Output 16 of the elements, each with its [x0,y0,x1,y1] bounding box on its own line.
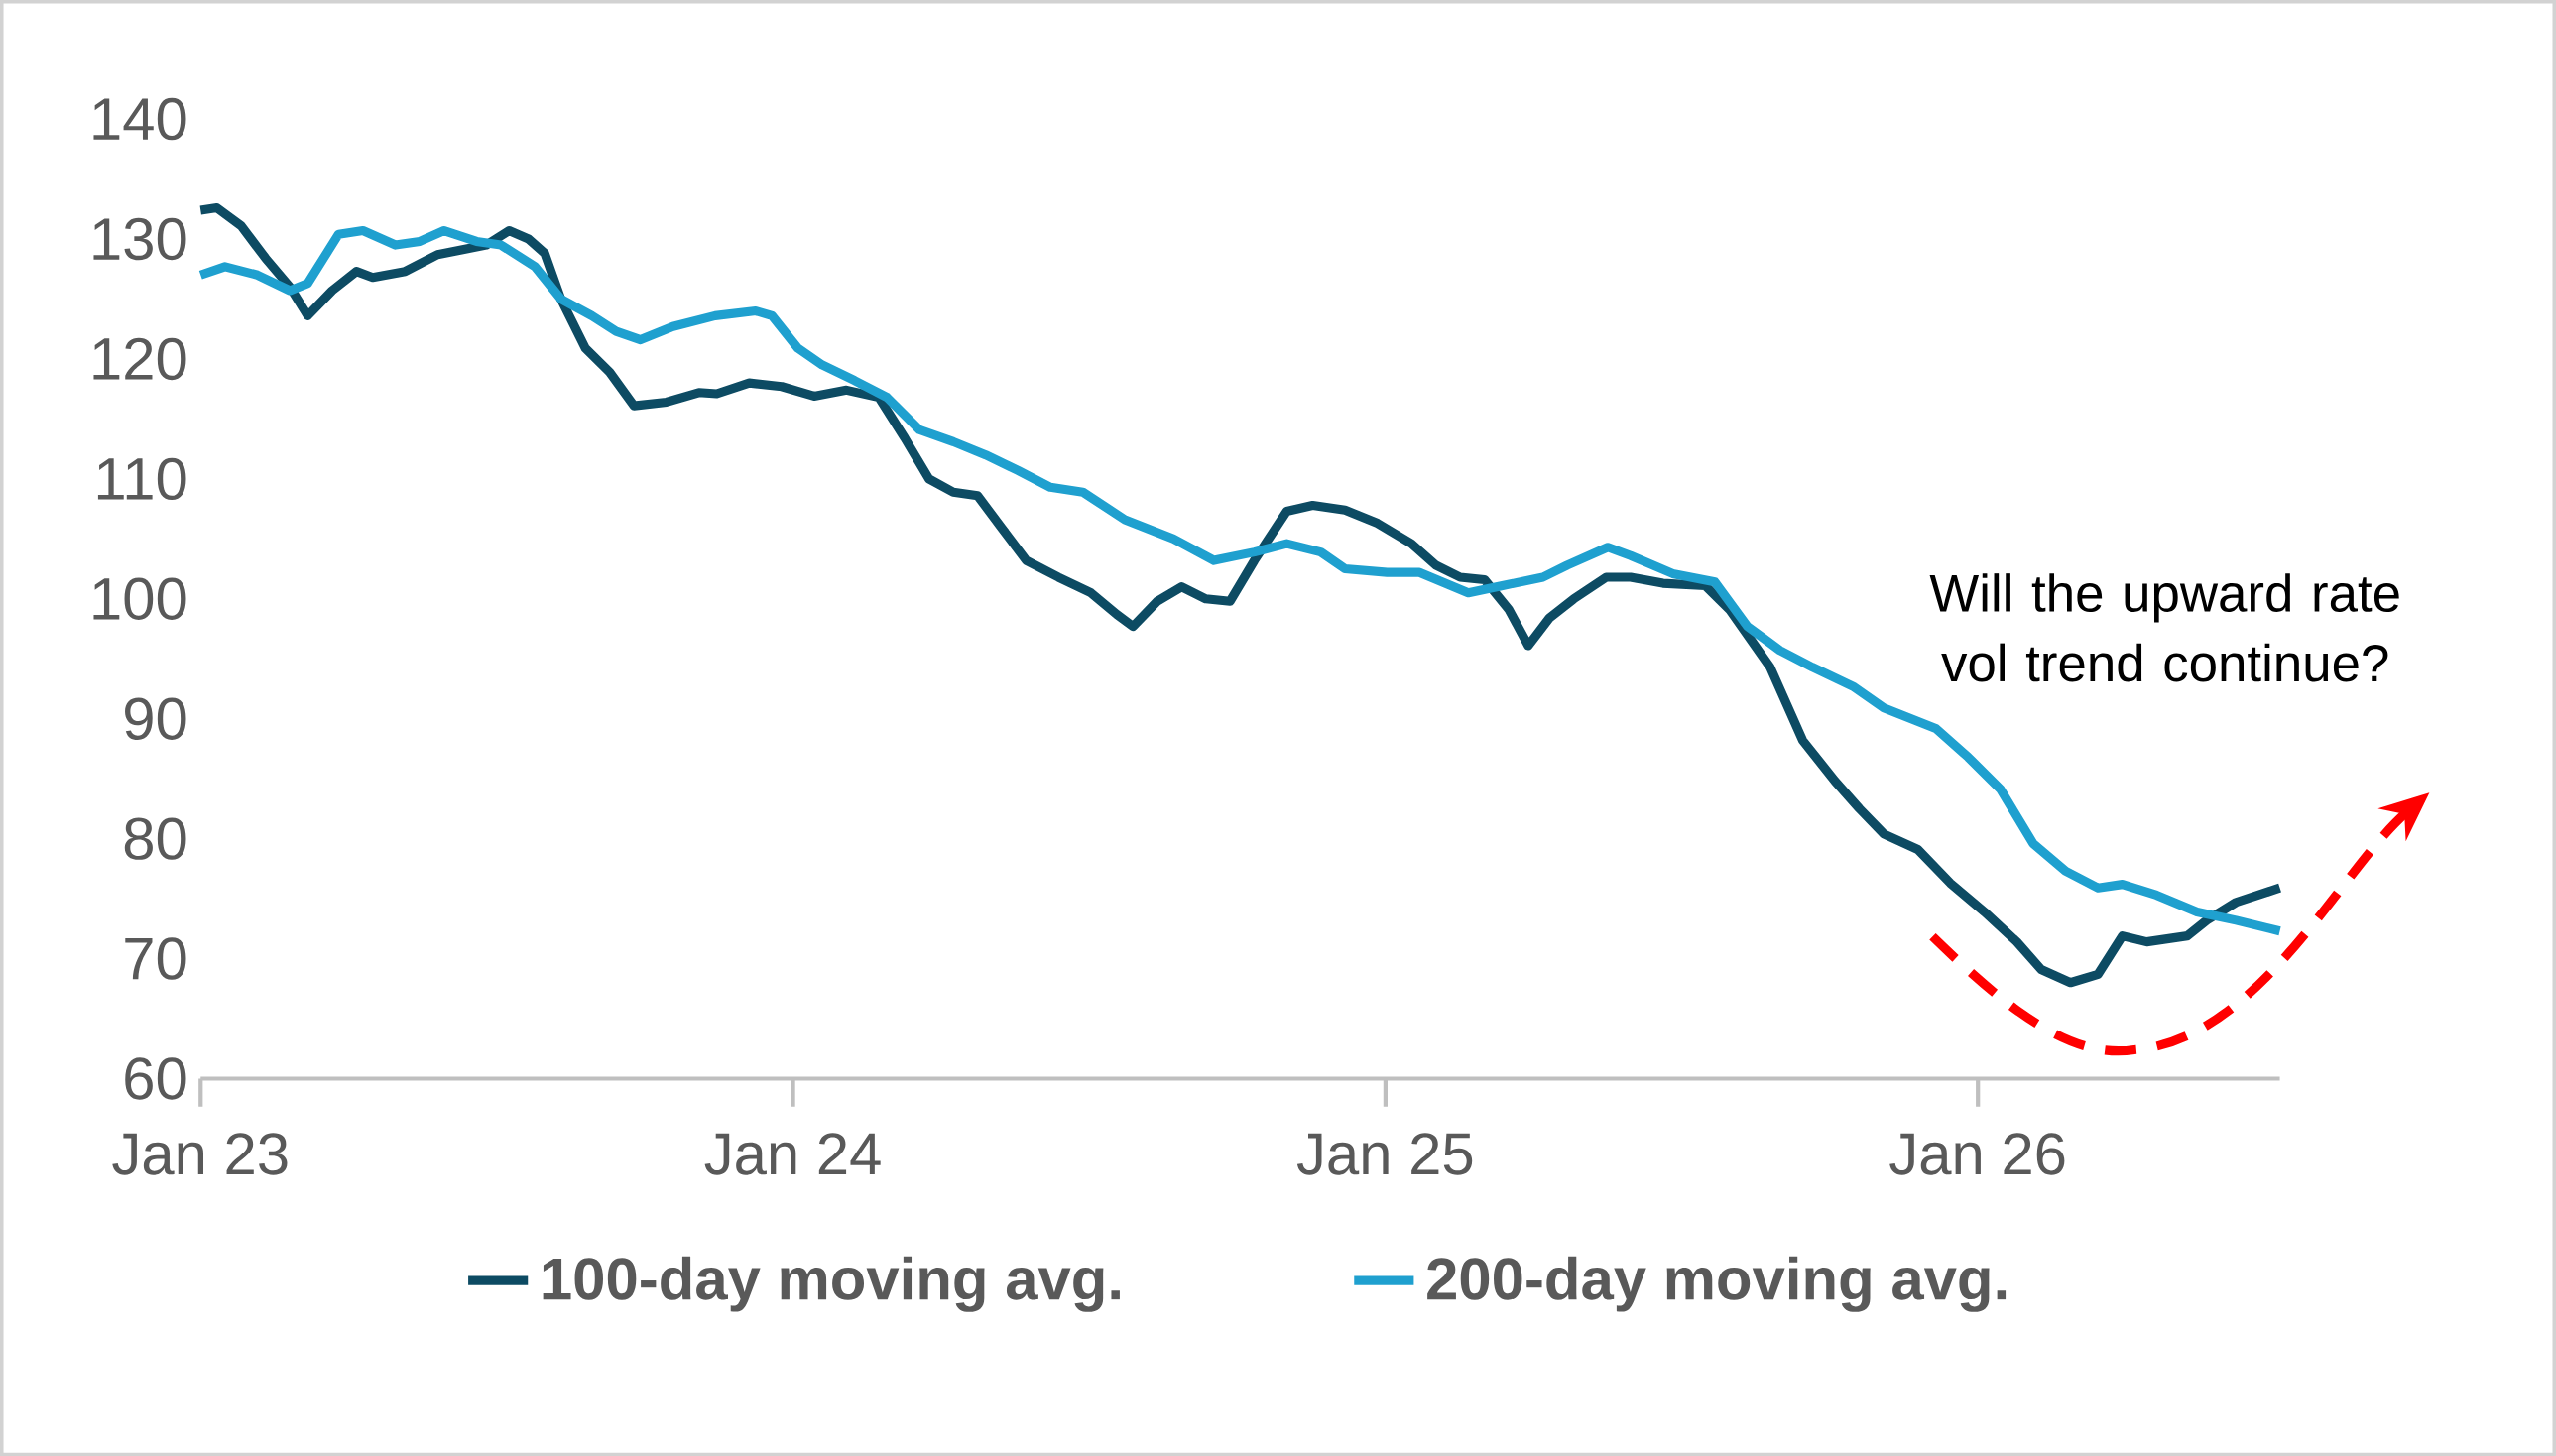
y-tick-label: 100 [93,577,186,620]
x-tick-label: Jan 25 [1296,1133,1473,1175]
x-tick-label: Jan 24 [704,1133,881,1175]
y-tick-label: 120 [93,337,186,381]
y-tick-label: 110 [97,457,186,500]
y-tick-label: 140 [93,97,186,141]
y-tick-label: 80 [124,817,186,860]
y-tick-label: 60 [125,1057,186,1100]
legend-label: 100-day moving avg. [543,1256,1120,1312]
y-tick-label: 90 [125,697,186,740]
legend-label: 200-day moving avg. [1427,1256,2007,1312]
annotation: Will the upward rate vol trend continue? [1929,573,2399,682]
x-tick-label: Jan 26 [1889,1133,2065,1175]
y-tick-label: 130 [93,217,186,261]
x-tick-label: Jan 23 [112,1133,288,1175]
y-tick-label: 70 [125,937,186,980]
